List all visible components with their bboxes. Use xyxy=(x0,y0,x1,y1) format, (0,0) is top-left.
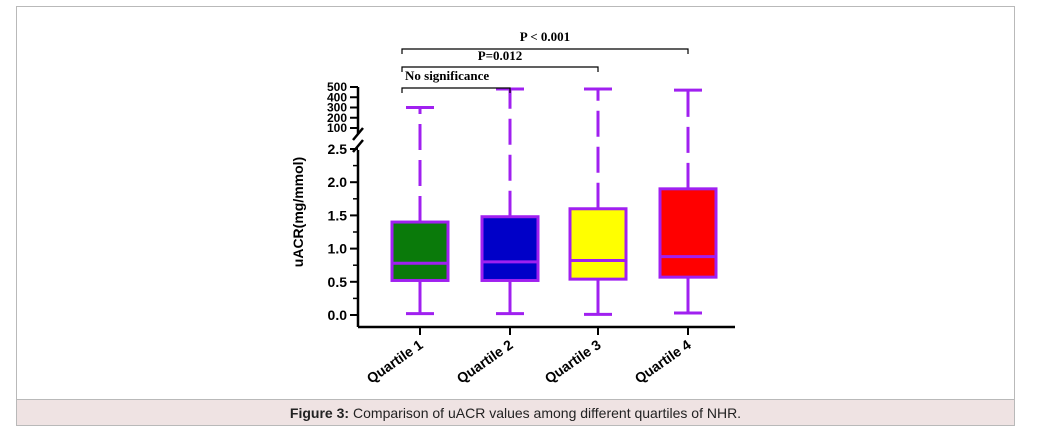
x-tick-label: Quartile 4 xyxy=(632,336,694,386)
chart-boxes: Quartile 1 Quartile 2 Quartile 3 Quartile 4 xyxy=(364,87,718,387)
caption-label: Figure 3: xyxy=(289,404,350,421)
iqr-box xyxy=(390,220,450,282)
box-4: Quartile 4 xyxy=(632,88,718,387)
y-axis-label: uACR(mg/mmol) xyxy=(290,157,306,267)
figure-caption: Figure 3: Comparison of uACR values amon… xyxy=(16,399,1015,426)
y-tick-label: 2.5 xyxy=(328,141,348,157)
y-tick-label: 1.5 xyxy=(328,207,348,223)
x-tick-label: Quartile 3 xyxy=(542,336,604,386)
iqr-box xyxy=(568,207,628,281)
iqr-box xyxy=(480,215,540,282)
bracket-line xyxy=(401,87,511,93)
y-tick-label: 300 xyxy=(327,101,347,115)
significance-bracket: P=0.012 xyxy=(401,48,599,72)
axis-break-mark xyxy=(352,127,364,141)
bracket-line xyxy=(401,48,689,54)
significance-bracket: P < 0.001 xyxy=(401,29,689,54)
y-tick-label: 0.0 xyxy=(328,307,348,323)
bracket-label: P < 0.001 xyxy=(520,29,570,44)
box-1: Quartile 1 xyxy=(364,106,450,387)
bracket-line xyxy=(401,66,599,72)
y-tick-label: 500 xyxy=(327,80,347,94)
box-2: Quartile 2 xyxy=(454,87,540,387)
y-tick-label: 100 xyxy=(327,121,347,135)
y-tick-label: 1.0 xyxy=(328,241,348,257)
significance-bracket: No significance xyxy=(401,68,511,93)
y-tick-label: 2.0 xyxy=(328,174,348,190)
x-tick-label: Quartile 1 xyxy=(364,336,426,386)
y-tick-label: 0.5 xyxy=(328,274,348,290)
bracket-label: No significance xyxy=(405,68,489,83)
x-tick-label: Quartile 2 xyxy=(454,336,516,386)
bracket-label: P=0.012 xyxy=(478,48,523,63)
y-tick-label: 200 xyxy=(327,111,347,125)
box-3: Quartile 3 xyxy=(542,87,628,387)
iqr-box xyxy=(658,187,718,279)
caption-text: Comparison of uACR values among differen… xyxy=(353,404,742,421)
y-tick-label: 400 xyxy=(327,90,347,104)
chart-annotations: No significance P=0.012 P < 0.001 xyxy=(401,29,689,93)
